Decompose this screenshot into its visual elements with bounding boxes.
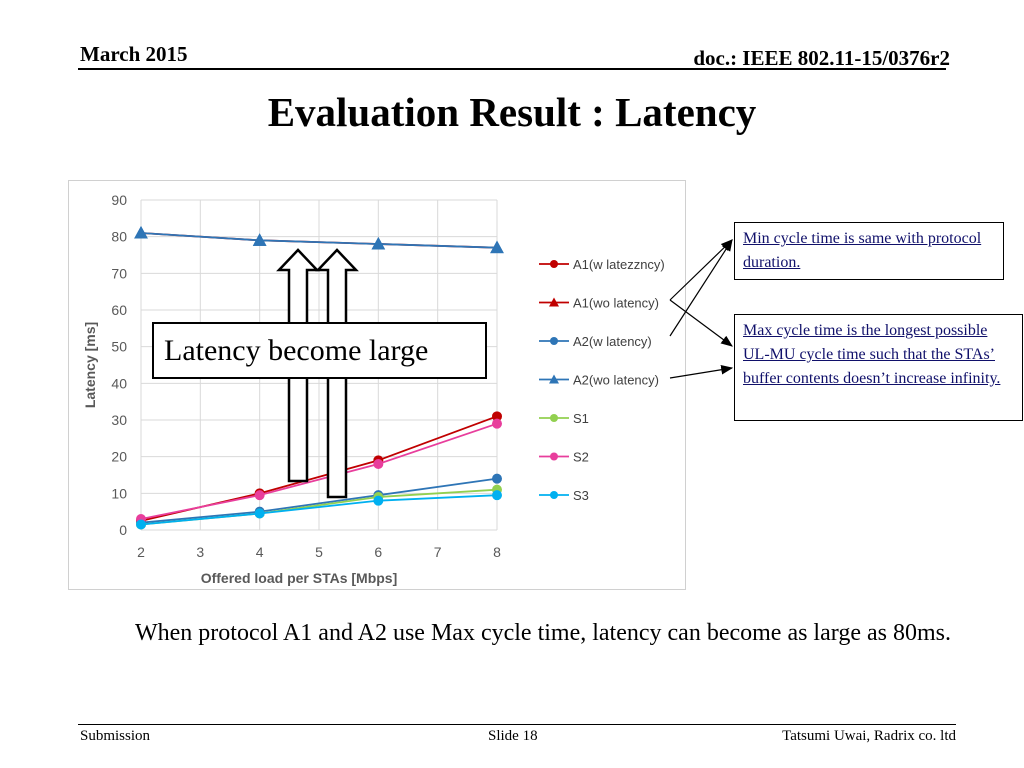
y-tick-label: 50 <box>111 339 127 355</box>
latency-large-label: Latency become large <box>152 322 487 379</box>
footer-author: Tatsumi Uwai, Radrix co. ltd <box>782 728 956 744</box>
data-point-triangle <box>490 240 504 254</box>
callout-max-text: Max cycle time is the longest possible U… <box>743 322 1001 387</box>
x-tick-label: 4 <box>256 544 264 560</box>
legend-entry: S3 <box>573 488 589 503</box>
data-point-circle <box>254 490 265 501</box>
y-tick-label: 60 <box>111 302 127 318</box>
x-tick-label: 6 <box>374 544 382 560</box>
data-point-circle <box>136 519 146 530</box>
footer-slide-number: Slide 18 <box>488 728 538 744</box>
x-tick-label: 7 <box>434 544 442 560</box>
y-tick-label: 70 <box>111 265 127 281</box>
legend-entry: A2(w latency) <box>573 334 652 349</box>
callout-min-cycle: Min cycle time is same with protocol dur… <box>734 222 1004 280</box>
data-point-triangle <box>134 225 148 239</box>
legend-marker <box>550 414 558 422</box>
legend-entry: S1 <box>573 411 589 426</box>
chart-container: 0 10 20 30 40 50 60 70 80 90 2 3 4 5 6 7 8 Offered load p… <box>68 180 686 590</box>
legend-marker <box>549 374 559 384</box>
header-date: March 2015 <box>80 42 188 66</box>
legend-entry: A1(w latezzncy) <box>573 257 665 272</box>
x-tick-label: 5 <box>315 544 323 560</box>
footer-submission: Submission <box>80 728 151 744</box>
latency-chart: 0 10 20 30 40 50 60 70 80 90 2 3 4 5 6 7 8 Offered load p… <box>82 192 665 586</box>
data-point-circle <box>373 459 384 469</box>
series-line-3 <box>140 232 498 249</box>
header-doc-id: doc.: IEEE 802.11-15/0376r2 <box>693 46 950 70</box>
slide-title: Evaluation Result : Latency <box>267 89 757 135</box>
legend-marker <box>550 337 558 345</box>
data-point-circle <box>373 495 384 506</box>
header-rule <box>78 68 946 70</box>
legend-marker <box>550 260 558 268</box>
y-tick-label: 30 <box>111 412 127 428</box>
callout-max-cycle: Max cycle time is the longest possible U… <box>734 314 1023 421</box>
body-text: When protocol A1 and A2 use Max cycle ti… <box>135 620 951 646</box>
legend-marker <box>549 297 559 307</box>
x-tick-label: 3 <box>196 544 204 560</box>
series-line-2 <box>140 477 498 524</box>
x-axis-label: Offered load per STAs [Mbps] <box>201 570 398 586</box>
data-point-circle <box>492 490 502 501</box>
legend-entry: S2 <box>573 450 589 465</box>
footer-rule <box>78 724 956 725</box>
data-point-triangle <box>252 233 267 246</box>
y-tick-label: 10 <box>111 485 127 501</box>
x-tick-label: 2 <box>137 544 145 560</box>
legend-marker <box>550 491 558 499</box>
callout-min-text: Min cycle time is same with protocol dur… <box>743 230 982 271</box>
x-tick-label: 8 <box>493 544 501 560</box>
data-point-circle <box>492 473 502 484</box>
y-tick-label: 90 <box>111 192 127 208</box>
y-tick-label: 20 <box>111 449 127 465</box>
y-axis-label: Latency [ms] <box>82 322 98 408</box>
y-tick-label: 40 <box>111 375 127 391</box>
data-point-triangle <box>371 236 386 250</box>
y-tick-label: 80 <box>111 229 127 245</box>
legend-entry: A1(wo latency) <box>573 296 659 311</box>
legend-entry: A2(wo latency) <box>573 373 659 388</box>
series-line-6 <box>140 494 498 526</box>
data-point-circle <box>254 508 265 519</box>
legend-marker <box>550 452 558 461</box>
data-point-circle <box>492 418 502 429</box>
y-tick-label: 0 <box>119 522 127 538</box>
